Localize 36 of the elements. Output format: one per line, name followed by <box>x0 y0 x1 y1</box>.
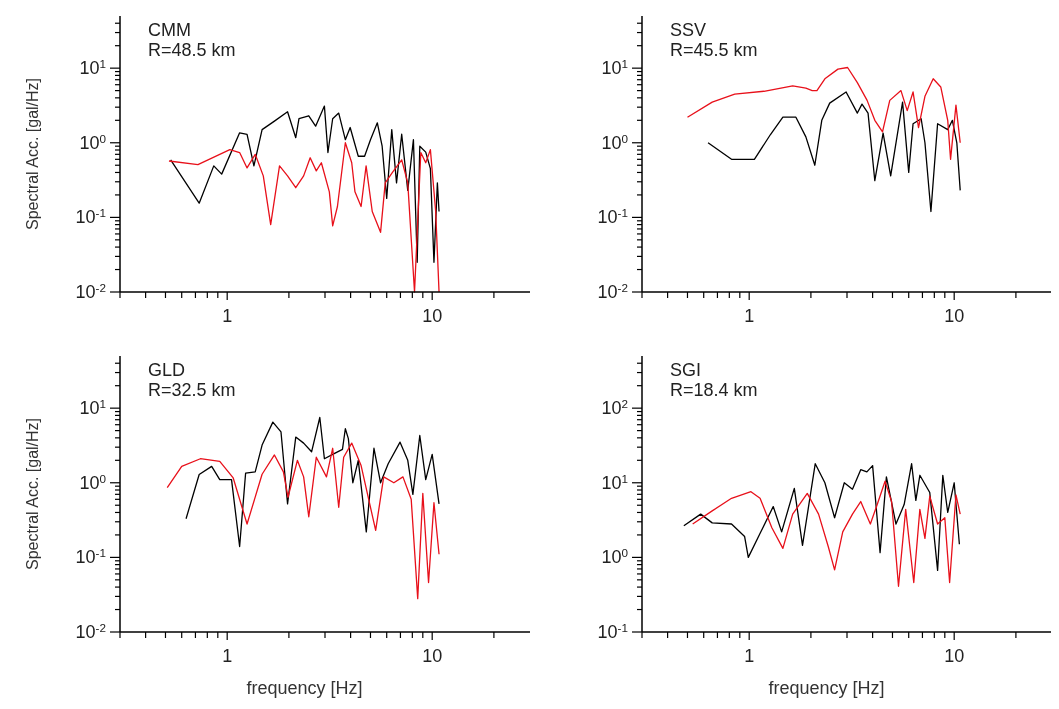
x-tick-label: 10 <box>944 646 965 666</box>
annotation: SGI <box>670 360 702 380</box>
annotation: SSV <box>670 20 707 40</box>
y-axis-title: Spectral Acc. [gal/Hz] <box>24 77 41 231</box>
y-tick-label: 10$^{1}$ <box>601 56 628 79</box>
y-tick-label: 10$^{-2}$ <box>597 280 628 302</box>
x-tick-label: 10 <box>422 306 443 326</box>
y-tick-label: 10$^{-2}$ <box>75 280 106 302</box>
x-tick-label: 1 <box>222 646 233 666</box>
y-tick-label: 10$^{0}$ <box>601 545 629 568</box>
annotation: R=48.5 km <box>148 40 236 60</box>
x-tick-label: 1 <box>744 306 755 326</box>
x-tick-label: 1 <box>744 646 755 666</box>
y-tick-label: 10$^{0}$ <box>79 131 107 153</box>
y-tick-label: 10$^{2}$ <box>601 396 628 419</box>
y-tick-label: 10$^{-1}$ <box>597 205 628 228</box>
x-tick-label: 10 <box>944 306 965 326</box>
y-tick-label: 10$^{-2}$ <box>75 620 106 642</box>
x-tick-label: 1 <box>222 306 233 326</box>
y-tick-label: 10$^{1}$ <box>79 396 106 419</box>
x-axis-title: frequency [Hz] <box>768 678 885 698</box>
y-tick-label: 10$^{0}$ <box>79 471 107 493</box>
y-axis-title: Spectral Acc. [gal/Hz] <box>24 417 41 571</box>
y-tick-label: 10$^{-1}$ <box>597 620 628 642</box>
x-tick-label: 10 <box>422 646 443 666</box>
annotation: R=18.4 km <box>670 380 758 400</box>
annotation: R=32.5 km <box>148 380 236 400</box>
y-tick-label: 10$^{0}$ <box>601 131 629 153</box>
y-tick-label: 10$^{1}$ <box>79 56 106 79</box>
annotation: CMM <box>148 20 191 40</box>
y-tick-label: 10$^{1}$ <box>601 471 628 493</box>
y-tick-label: 10$^{-1}$ <box>75 205 106 228</box>
annotation: R=45.5 km <box>670 40 758 60</box>
y-tick-label: 10$^{-1}$ <box>75 545 106 568</box>
annotation: GLD <box>148 360 186 380</box>
x-axis-title: frequency [Hz] <box>246 678 363 698</box>
